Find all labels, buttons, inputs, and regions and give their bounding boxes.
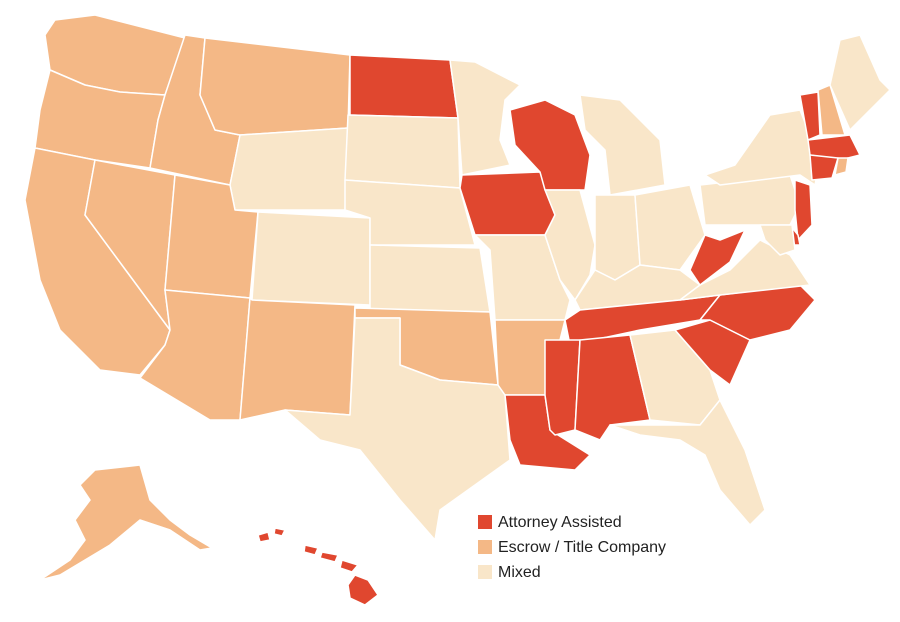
state: [674, 319, 751, 386]
state: [799, 91, 821, 141]
state: [347, 574, 379, 606]
state: [199, 37, 351, 136]
state: [704, 109, 821, 186]
state: [794, 179, 813, 241]
state: [609, 399, 766, 526]
state: [239, 297, 356, 421]
state: [759, 224, 796, 256]
state: [459, 171, 556, 236]
state: [509, 99, 591, 191]
state: [834, 157, 849, 176]
state: [544, 339, 581, 436]
state: [689, 229, 746, 286]
state: [39, 464, 213, 581]
state: [229, 127, 349, 211]
state: [449, 59, 521, 176]
legend-swatch: [478, 515, 492, 529]
state: [273, 527, 286, 537]
state: [579, 94, 666, 196]
state: [349, 54, 459, 119]
legend-label: Escrow / Title Company: [498, 539, 666, 556]
legend-swatch: [478, 565, 492, 579]
state: [251, 211, 371, 306]
state: [319, 551, 339, 563]
legend: Attorney Assisted Escrow / Title Company M…: [478, 514, 666, 581]
state: [257, 531, 271, 543]
state: [344, 114, 461, 189]
state: [339, 559, 359, 573]
state: [809, 154, 839, 181]
legend-label: Attorney Assisted: [498, 514, 622, 531]
state: [284, 317, 511, 541]
legend-label: Mixed: [498, 564, 541, 581]
state: [829, 34, 891, 131]
states: [24, 14, 891, 606]
legend-swatch: [478, 540, 492, 554]
state: [634, 184, 706, 271]
state: [594, 194, 641, 281]
state: [303, 544, 319, 556]
state: [369, 244, 491, 313]
state: [807, 134, 861, 161]
